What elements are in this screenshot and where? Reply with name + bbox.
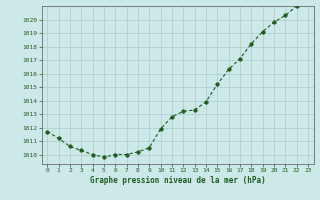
X-axis label: Graphe pression niveau de la mer (hPa): Graphe pression niveau de la mer (hPa) [90,176,266,185]
